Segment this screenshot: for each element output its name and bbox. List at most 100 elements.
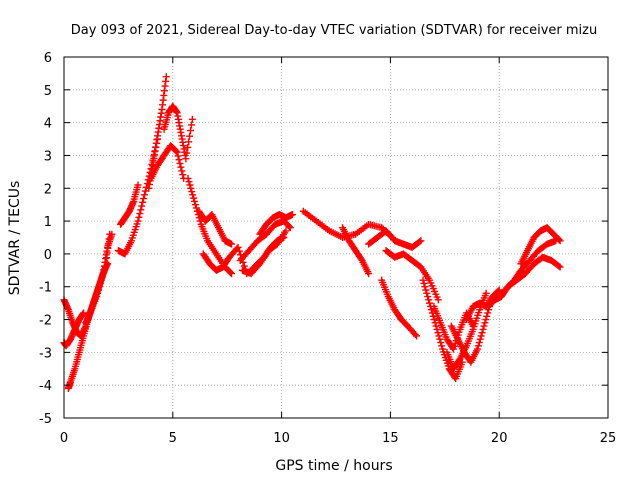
data-point (136, 210, 144, 218)
data-point (140, 195, 148, 203)
data-point (185, 178, 193, 186)
data-point (228, 270, 236, 278)
data-point (137, 206, 145, 214)
data-point (190, 194, 198, 202)
data-point (432, 322, 440, 330)
series-arc-16 (247, 234, 288, 274)
data-point (416, 238, 424, 246)
data-point (477, 332, 485, 340)
y-tick-label: -5 (39, 412, 52, 427)
data-point (186, 132, 194, 140)
data-point (186, 181, 194, 189)
data-point (227, 269, 235, 277)
data-point (484, 309, 492, 317)
series-arc-2 (60, 309, 88, 350)
data-point (175, 156, 183, 164)
data-point (97, 276, 105, 284)
data-point (478, 329, 486, 337)
series-arc-19 (365, 227, 425, 251)
x-tick-label: 25 (600, 431, 617, 446)
axis-ticks (63, 56, 609, 419)
series-arc-25 (447, 299, 494, 366)
y-tick-label: 5 (44, 84, 52, 99)
data-point (474, 342, 482, 350)
data-point (182, 155, 190, 163)
data-point (187, 184, 195, 192)
data-point (434, 296, 442, 304)
series-arc-21 (382, 247, 442, 304)
data-point (365, 270, 373, 278)
data-point (413, 332, 421, 340)
series-arc-18 (339, 224, 373, 278)
data-point (184, 174, 192, 182)
x-tick-label: 10 (273, 431, 290, 446)
series-arc-8 (147, 142, 188, 182)
data-point (425, 296, 433, 304)
x-tick-label: 0 (60, 431, 68, 446)
gridlines (64, 57, 608, 418)
data-point (108, 230, 116, 238)
plot-border (63, 56, 609, 419)
data-point (191, 201, 199, 209)
data-point (185, 138, 193, 146)
data-point (184, 143, 192, 151)
data-point (94, 289, 102, 297)
y-axis-label: SDTVAR / TECUs (7, 181, 23, 296)
data-point (189, 191, 197, 199)
series-arc-15 (256, 211, 296, 238)
data-point (482, 316, 490, 324)
data-point (423, 289, 431, 297)
data-point (134, 181, 142, 189)
series-arc-12 (199, 243, 251, 278)
data-point (95, 286, 103, 294)
data-point (422, 286, 430, 294)
series-arc-20 (378, 276, 421, 340)
data-point (172, 147, 180, 155)
y-tick-label: -4 (39, 379, 52, 394)
data-point (139, 198, 147, 206)
data-point (421, 283, 429, 291)
data-point (480, 322, 488, 330)
series-arc-4 (82, 230, 116, 327)
data-point (135, 213, 143, 221)
data-point (179, 171, 187, 179)
data-point (482, 289, 490, 297)
series-arc-28 (517, 224, 564, 268)
data-point (435, 332, 443, 340)
y-tick-label: 1 (44, 215, 52, 230)
data-point (434, 329, 442, 337)
data-point (134, 217, 142, 225)
series-arc-11 (195, 207, 236, 248)
data-point (141, 191, 149, 199)
data-point (556, 263, 564, 271)
data-point (424, 293, 432, 301)
series-arc-26 (463, 286, 503, 324)
data-point (191, 197, 199, 205)
y-tick-label: -2 (39, 314, 52, 329)
data-point (234, 243, 242, 251)
data-point (473, 345, 481, 353)
x-tick-label: 15 (382, 431, 399, 446)
data-point (556, 237, 564, 245)
data-point (178, 167, 186, 175)
chart-title: Day 093 of 2021, Sidereal Day-to-day VTE… (71, 23, 597, 38)
data-point (174, 152, 182, 160)
data-point (433, 325, 441, 333)
data-point (437, 339, 445, 347)
data-point (162, 73, 170, 81)
data-point (411, 331, 419, 339)
data-point (285, 223, 293, 231)
data-point (438, 342, 446, 350)
data-point (235, 247, 243, 255)
data-point (495, 286, 503, 294)
data-point (481, 319, 489, 327)
x-tick-labels: 0 5 10 15 20 25 (60, 431, 616, 446)
data-point (426, 299, 434, 307)
series-arc-13 (236, 217, 294, 264)
data-point (95, 283, 103, 291)
data-point (419, 276, 427, 284)
data-point (183, 149, 191, 157)
data-point (98, 273, 106, 281)
